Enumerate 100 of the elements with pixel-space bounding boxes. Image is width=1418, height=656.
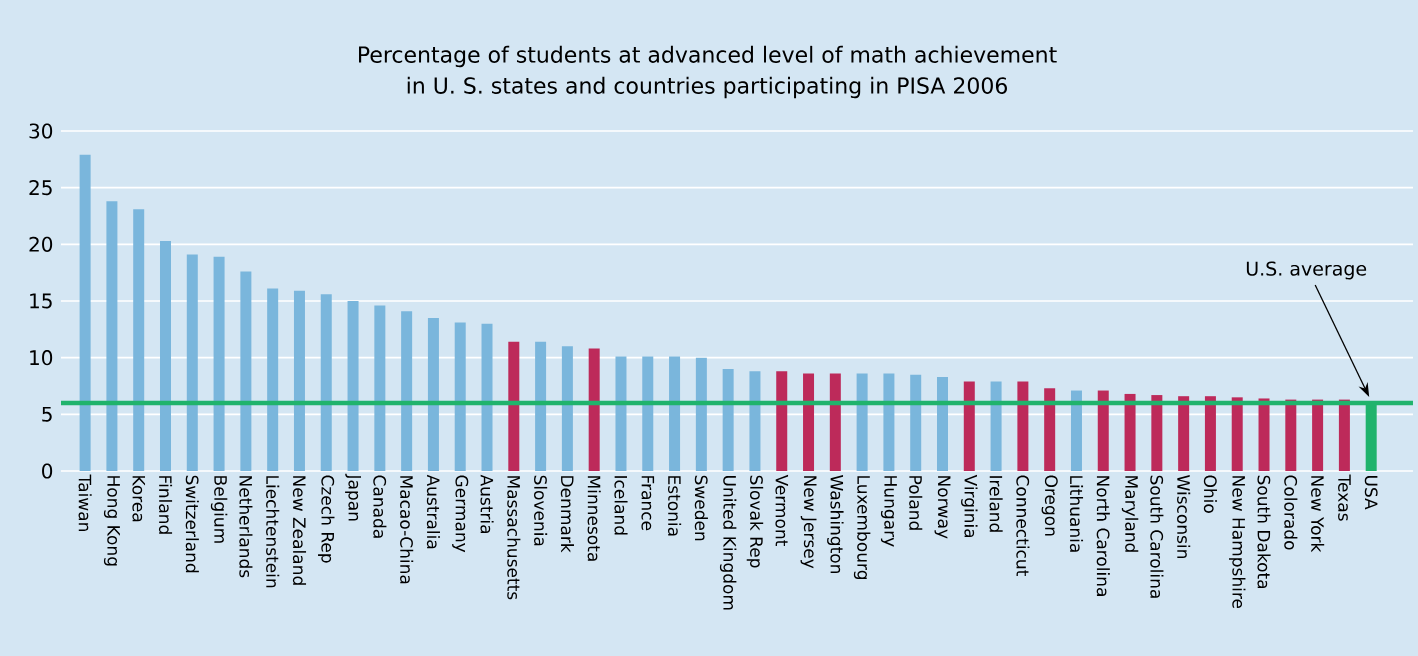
bar (669, 356, 681, 471)
bar (642, 356, 654, 471)
x-tick-label: New Hampshire (1229, 476, 1246, 609)
bar (1097, 390, 1109, 471)
bar (427, 318, 439, 471)
bar (829, 373, 841, 471)
x-tick-label: Washington (827, 475, 844, 574)
bar (910, 374, 922, 471)
x-tick-label: Vermont (775, 474, 789, 546)
x-tick-label: Oregon (1041, 475, 1058, 536)
x-tick-label: Massachusetts (507, 476, 521, 600)
x-tick-label: Macao-China (400, 476, 414, 584)
bar (133, 209, 145, 471)
bar (963, 381, 975, 471)
bar (1204, 396, 1216, 471)
bar (79, 154, 91, 471)
x-tick-label: Virginia (961, 474, 978, 538)
x-tick-label: New York (1311, 476, 1325, 553)
x-tick-label: Colorado (1284, 475, 1298, 550)
x-tick-label: Wisconsin (1177, 475, 1191, 559)
x-tick-label: USA (1364, 476, 1378, 510)
x-tick-label: Poland (909, 476, 923, 530)
x-tick-label: Norway (934, 476, 951, 539)
x-tick-label: Australia (426, 474, 441, 549)
x-tick-label: Slovak Rep (746, 475, 764, 568)
bar (722, 369, 734, 471)
x-tick-label: Estonia (667, 476, 682, 536)
bar (615, 356, 627, 471)
x-tick-label: Finland (158, 476, 173, 534)
bar (937, 376, 948, 471)
bar (1017, 381, 1029, 471)
x-tick-label: Luxembourg (853, 476, 871, 579)
bar (883, 373, 895, 471)
x-tick-label: United Kingdom (719, 476, 737, 610)
x-tick-label: Maryland (1121, 476, 1139, 552)
bar (695, 357, 707, 471)
bar (1258, 398, 1270, 471)
x-tick-label: Belgium (210, 476, 228, 543)
x-tick-label: Minnesota (587, 476, 601, 561)
y-tick-label: 15 (30, 293, 52, 309)
x-tick-label: Taiwan (78, 474, 92, 531)
bar (588, 348, 600, 471)
x-tick-label: Ireland (989, 476, 1003, 532)
x-tick-label: Slovenia (534, 475, 548, 546)
y-tick-label: 20 (29, 236, 53, 252)
x-tick-label: Austria (480, 474, 494, 534)
x-tick-label: Korea (132, 476, 146, 522)
bar (990, 381, 1002, 471)
bar (454, 322, 466, 471)
x-tick-label: France (641, 476, 655, 531)
x-tick-label: South Carolina (1150, 475, 1164, 598)
x-tick-label: Texas (1338, 474, 1351, 521)
bar (535, 341, 547, 471)
bar (749, 371, 761, 471)
bar (106, 201, 118, 471)
bar (1151, 395, 1163, 471)
bar (1124, 393, 1136, 471)
x-tick-label: Connecticut (1016, 475, 1030, 576)
x-tick-label: Ohio (1203, 475, 1218, 513)
x-tick-label: Iceland (614, 476, 628, 535)
bar (776, 371, 788, 471)
annotation: U.S. average (1246, 261, 1367, 280)
bar (856, 373, 868, 471)
x-tick-label: Germany (452, 475, 469, 553)
bar (481, 323, 493, 471)
bar (561, 346, 573, 471)
bar (293, 290, 305, 471)
x-tick-label: Netherlands (239, 476, 253, 578)
x-tick-label: Liechtenstein (266, 476, 280, 588)
y-tick-label: 5 (42, 406, 52, 422)
bar (1070, 390, 1082, 471)
chart-title: Percentage of students at advanced level of math achievement in U. S. states and countries participating in PISA 2006 (359, 45, 1057, 99)
y-tick-label: 0 (42, 463, 53, 479)
bar (803, 373, 815, 471)
bar (1312, 399, 1324, 471)
bar (320, 294, 332, 471)
x-tick-label: New Zealand (292, 476, 307, 585)
bar (267, 288, 279, 471)
bar (159, 240, 171, 471)
x-tick-label: Czech Rep (318, 475, 335, 563)
bar (1044, 388, 1056, 471)
bar (186, 254, 198, 471)
bar (1178, 396, 1190, 471)
bar (240, 271, 252, 471)
bar (401, 311, 413, 471)
y-tick-label: 10 (30, 350, 53, 366)
y-tick-label: 25 (29, 180, 52, 196)
bar (213, 256, 225, 471)
x-tick-label: New Jersey (800, 476, 817, 569)
bar (374, 305, 386, 471)
x-tick-label: Sweden (694, 475, 708, 541)
x-tick-label: Hungary (880, 476, 897, 547)
bar (508, 341, 520, 471)
bar (1285, 399, 1297, 471)
x-tick-label: Switzerland (185, 475, 199, 573)
x-tick-label: Lithuania (1069, 476, 1084, 552)
x-tick-label: Hong Kong (103, 476, 120, 566)
x-tick-label: Denmark (560, 476, 574, 553)
y-tick-label: 30 (29, 123, 53, 139)
bar (1338, 399, 1350, 471)
